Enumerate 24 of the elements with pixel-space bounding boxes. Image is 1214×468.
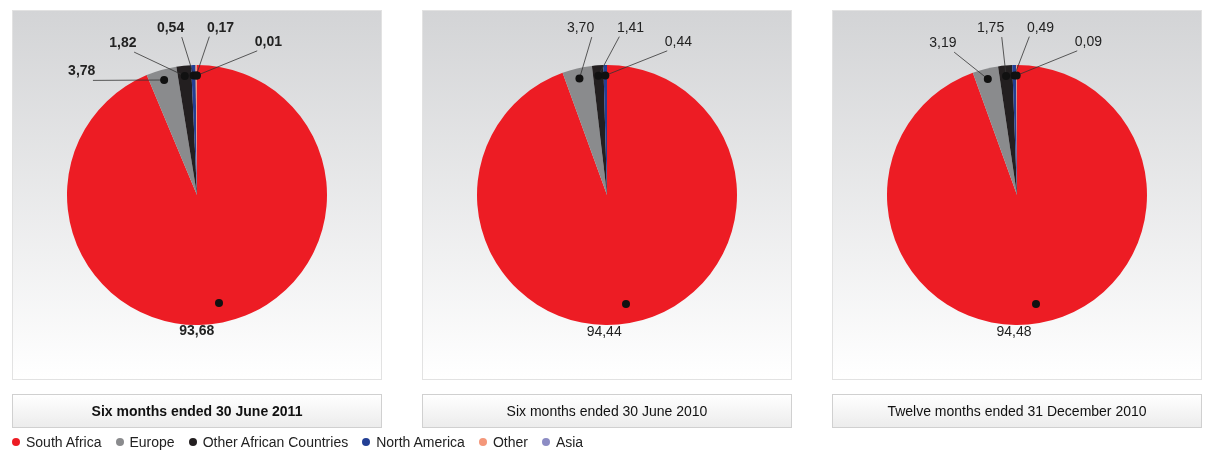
data-label: 0,54: [156, 18, 185, 35]
legend-label: South Africa: [26, 434, 102, 450]
text: Six months ended 30 June 2011: [12, 394, 382, 428]
data-label: 0,17: [206, 18, 235, 35]
legend-label: Europe: [129, 434, 175, 450]
text: Six months ended 30 June 2010: [422, 394, 792, 428]
data-label: 3,19: [929, 33, 957, 50]
data-label: 3,70: [566, 18, 595, 35]
data-label: 94,44: [586, 322, 622, 339]
legend-label: North America: [376, 434, 465, 450]
data-label: 94,48: [996, 322, 1032, 339]
data-label: 0,01: [254, 32, 283, 49]
data-label: 93,68: [179, 322, 215, 339]
legend-label: Other African Countries: [202, 434, 349, 450]
data-label: 0,09: [1074, 32, 1103, 49]
data-label: 1,82: [109, 33, 137, 50]
data-label: 0,49: [1026, 18, 1055, 35]
data-label: 3,78: [68, 62, 96, 79]
text: Twelve months ended 31 December 2010: [832, 394, 1202, 428]
data-label: 1,75: [976, 18, 1005, 35]
legend-label: Asia: [555, 434, 584, 450]
data-label: 1,41: [616, 18, 645, 35]
legend-label: Other: [492, 434, 528, 450]
data-label: 0,44: [664, 32, 693, 49]
